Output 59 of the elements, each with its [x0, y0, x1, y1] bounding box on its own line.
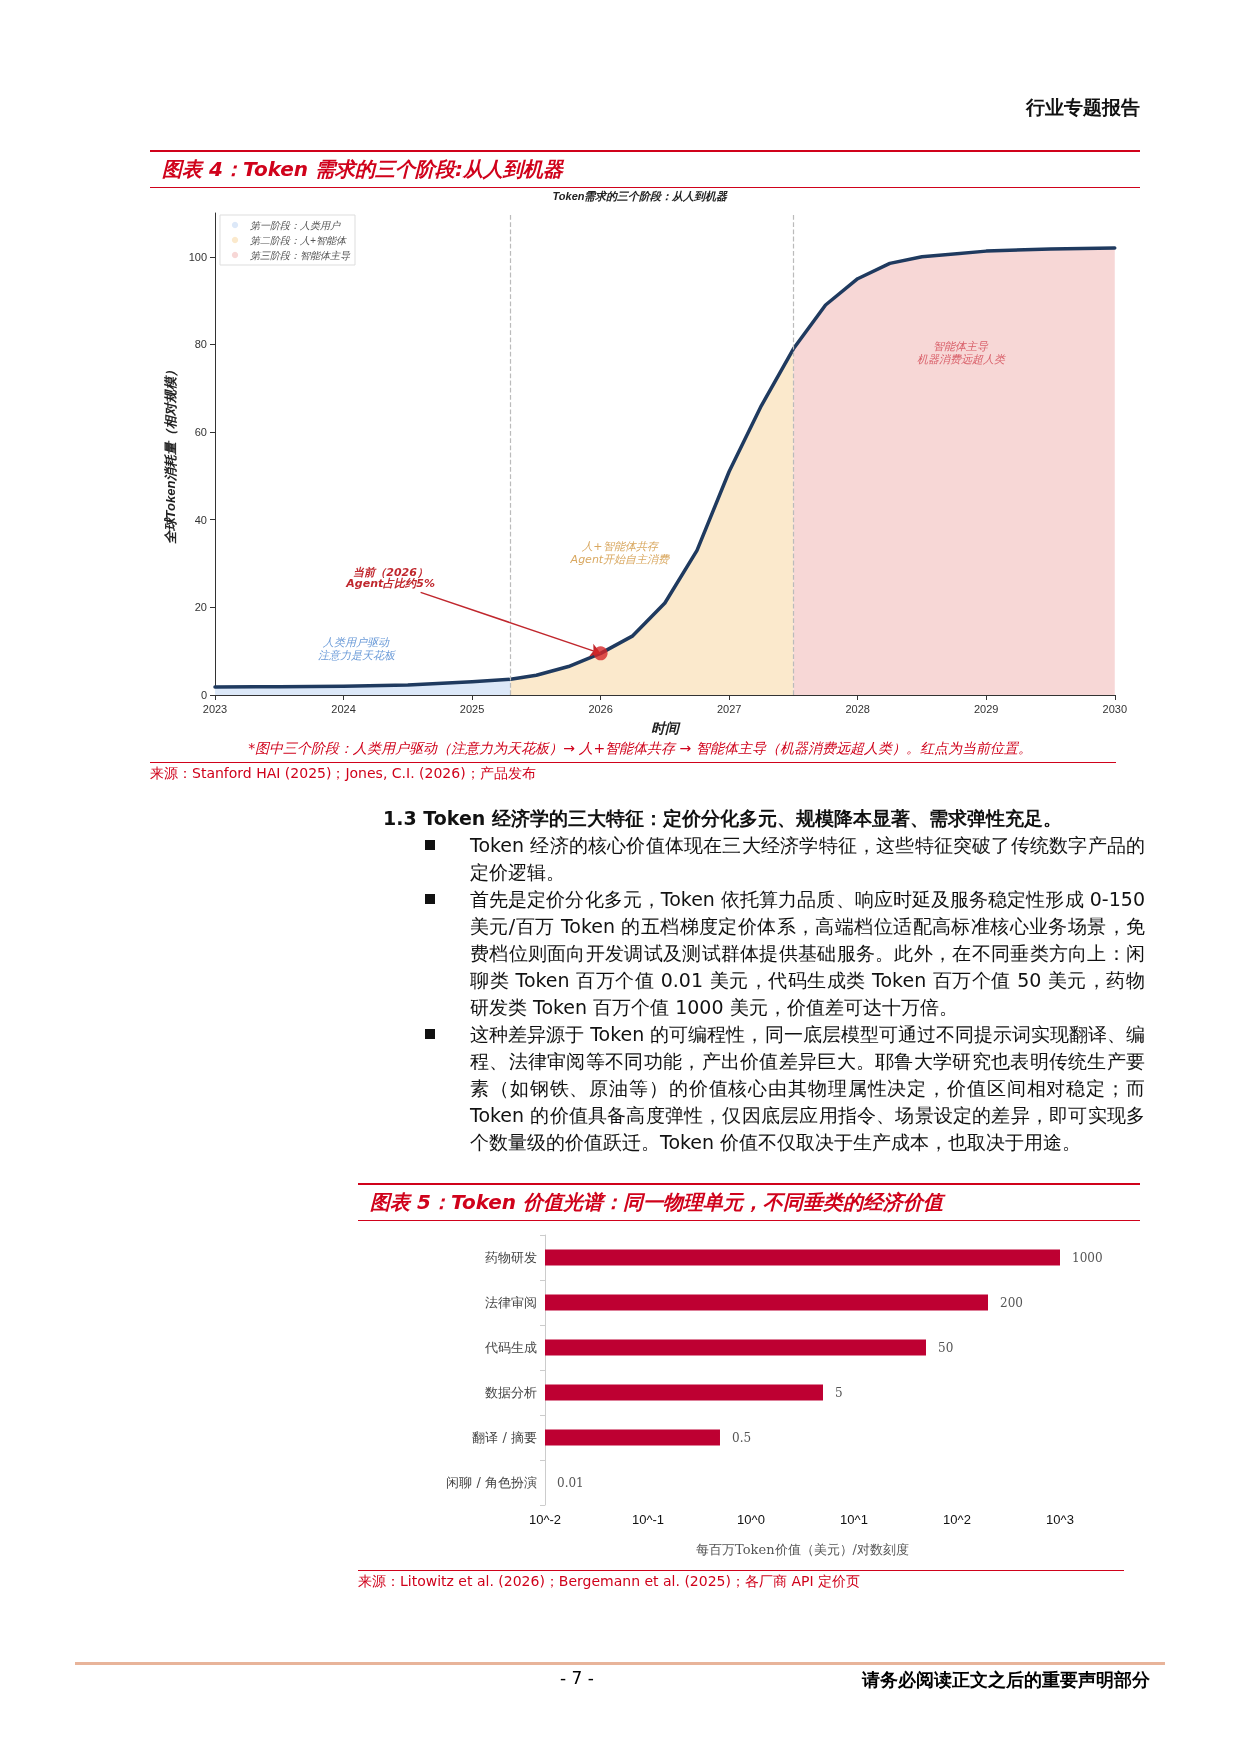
source-note: 来源：Litowitz et al. (2026)；Bergemann et al. (2025)；各厂商 API 定价页 — [358, 1570, 1124, 1591]
y-tick-label: 100 — [188, 250, 207, 263]
y-tick-label: 0 — [200, 689, 207, 701]
chart-title: 图表 5：Token 价值光谱：同一物理单元，不同垂类的经济价值 — [358, 1183, 1140, 1221]
x-tick-label: 10^1 — [840, 1512, 868, 1527]
x-tick-label: 10^-2 — [528, 1512, 562, 1527]
annotation: 机器消费远超人类 — [916, 353, 1006, 367]
y-tick-label: 数据分析 — [485, 1385, 537, 1400]
legend-label: 第二阶段：人+智能体 — [250, 234, 347, 246]
chart-subtitle: Token需求的三个阶段：从人到机器 — [552, 189, 729, 203]
y-tick-label: 翻译 / 摘要 — [472, 1430, 537, 1445]
x-tick-label: 2028 — [845, 702, 870, 715]
text: 1.3 Token 经济学的三大特征：定价分化多元、规模降本显著、需求弹性充足。 — [383, 806, 1063, 831]
chart-title: 图表 4：Token 需求的三个阶段:从人到机器 — [150, 150, 1140, 188]
x-tick-label: 2026 — [588, 702, 613, 715]
source-note: 来源：Stanford HAI (2025)；Jones, C.I. (2026)；产品发布 — [150, 762, 1116, 783]
x-tick-label: 2030 — [1102, 702, 1128, 715]
annotation: 人+智能体共存 — [581, 539, 660, 553]
y-axis-title: 全球Token消耗量（相对规模） — [163, 363, 178, 545]
data-label: 5 — [834, 1385, 843, 1400]
data-label: 0.5 — [731, 1430, 752, 1445]
y-tick-label: 代码生成 — [484, 1340, 537, 1355]
x-tick-label: 10^3 — [1046, 1512, 1074, 1527]
legend-label: 第三阶段：智能体主导 — [250, 249, 351, 261]
x-tick-label: 2027 — [716, 702, 742, 715]
annotation: 注意力是天花板 — [317, 649, 396, 663]
y-tick-label: 80 — [194, 338, 207, 351]
data-label: 1000 — [1072, 1250, 1103, 1265]
text: 请务必阅读正文之后的重要声明部分 — [860, 1668, 1150, 1692]
data-label: 0.01 — [557, 1475, 584, 1490]
text: 这种差异源于 Token 的可编程性，同一底层模型可通过不同提示词实现翻译、编程、法律审阅等不同功能，产出价值差异巨大。耶鲁大学研究也表明传统生产要素（如钢铁、原油等）的价值核心由其物理属性决定，价值区间相对稳定；而 Token 的价值具备高度弹性，仅因底层应用指令、场景设定的差异，即可实现多个数量级的价值跃迁。Token 价值不仅取决于生产成本，也取决于用途。 — [469, 1022, 1145, 1155]
y-tick-label: 60 — [194, 426, 207, 439]
text: 首先是定价分化多元，Token 依托算力品质、响应时延及服务稳定性形成 0-150 美元/百万 Token 的五档梯度定价体系，高端档位适配高标准核心业务场景，免费档位则面向开发调试及测试群体提供基础服务。此外，在不同垂类方向上：闲聊类 Token 百万个值 0.01 美元，代码生成类 Token 百万个值 50 美元，药物研发类 Token 百万个值 1000 美元，价值差可达十万倍。 — [469, 887, 1145, 1020]
x-axis-title: 时间 — [650, 720, 681, 736]
x-tick-label: 10^0 — [737, 1512, 765, 1527]
annotation: 智能体主导 — [933, 340, 990, 354]
y-tick-label: 20 — [194, 601, 207, 614]
x-tick-label: 10^-1 — [631, 1512, 665, 1527]
legend-label: 第一阶段：人类用户 — [250, 219, 341, 231]
y-tick-label: 40 — [194, 513, 207, 526]
text: 行业专题报告 — [1024, 95, 1140, 120]
x-tick-label: 2024 — [331, 702, 356, 715]
x-tick-label: 2029 — [973, 702, 999, 715]
annotation: 人类用户驱动 — [322, 635, 391, 649]
x-tick-label: 2023 — [202, 702, 228, 715]
x-tick-label: 10^2 — [943, 1512, 971, 1527]
data-label: 50 — [937, 1340, 954, 1355]
text: - 7 - — [560, 1668, 594, 1688]
y-tick-label: 药物研发 — [485, 1250, 537, 1265]
text: Token 经济的核心价值体现在三大经济学特征，这些特征突破了传统数字产品的定价逻辑。 — [469, 833, 1145, 885]
x-axis-title: 每百万Token价值（美元）/对数刻度 — [696, 1542, 909, 1557]
line-series — [213, 246, 1117, 689]
annotation: Agent开始自主消费 — [569, 552, 671, 566]
data-label: 200 — [1000, 1295, 1023, 1310]
text: *图中三个阶段：人类用户驱动（注意力为天花板）→ 人+智能体共存 → 智能体主导（机器消费远超人类）。红点为当前位置。 — [247, 740, 1033, 758]
y-tick-label: 法律审阅 — [485, 1295, 537, 1310]
y-tick-label: 闲聊 / 角色扮演 — [446, 1475, 537, 1490]
x-tick-label: 2025 — [459, 702, 485, 715]
annotation: 当前（2026） Agent占比约5% — [345, 566, 435, 591]
